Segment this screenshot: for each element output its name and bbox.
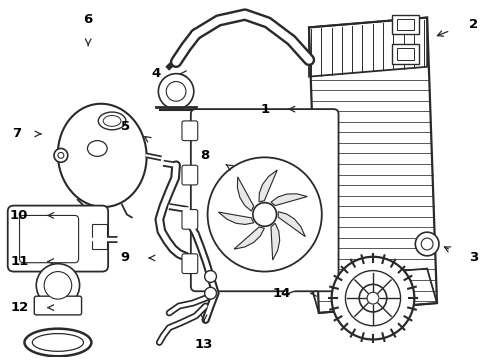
Circle shape — [367, 292, 379, 304]
Circle shape — [345, 271, 400, 326]
Text: 10: 10 — [10, 209, 28, 222]
Polygon shape — [392, 15, 419, 34]
Circle shape — [253, 203, 276, 226]
Circle shape — [205, 287, 217, 299]
Polygon shape — [271, 194, 307, 206]
Circle shape — [332, 257, 415, 339]
FancyBboxPatch shape — [20, 215, 78, 263]
Polygon shape — [259, 170, 277, 202]
Circle shape — [208, 157, 322, 271]
Text: 9: 9 — [121, 252, 130, 265]
FancyBboxPatch shape — [182, 121, 198, 141]
Ellipse shape — [58, 104, 147, 207]
Circle shape — [416, 232, 439, 256]
Text: 3: 3 — [469, 252, 478, 265]
Circle shape — [359, 284, 387, 312]
Polygon shape — [271, 223, 280, 260]
Text: 14: 14 — [273, 287, 291, 300]
Polygon shape — [234, 227, 265, 249]
Polygon shape — [93, 224, 107, 249]
Text: 6: 6 — [84, 13, 93, 26]
FancyBboxPatch shape — [182, 210, 198, 229]
Polygon shape — [392, 44, 419, 64]
Circle shape — [54, 148, 68, 162]
Circle shape — [158, 74, 194, 109]
Text: 13: 13 — [195, 338, 213, 351]
Text: 8: 8 — [200, 149, 209, 162]
FancyBboxPatch shape — [182, 165, 198, 185]
Text: 2: 2 — [469, 18, 478, 31]
Circle shape — [44, 271, 72, 299]
Text: 4: 4 — [152, 67, 161, 80]
Text: 5: 5 — [121, 120, 130, 133]
Text: 11: 11 — [10, 255, 28, 268]
Ellipse shape — [24, 329, 92, 356]
Polygon shape — [278, 212, 305, 237]
Text: 12: 12 — [10, 301, 28, 314]
Ellipse shape — [32, 334, 83, 351]
Circle shape — [205, 271, 217, 282]
FancyBboxPatch shape — [182, 254, 198, 274]
Polygon shape — [237, 177, 254, 211]
FancyBboxPatch shape — [8, 206, 108, 271]
FancyBboxPatch shape — [191, 109, 339, 291]
Ellipse shape — [98, 112, 126, 130]
Text: 1: 1 — [261, 103, 270, 116]
FancyBboxPatch shape — [34, 296, 81, 315]
Circle shape — [36, 264, 79, 307]
Text: 7: 7 — [12, 127, 21, 140]
Polygon shape — [219, 212, 254, 224]
Ellipse shape — [88, 141, 107, 156]
